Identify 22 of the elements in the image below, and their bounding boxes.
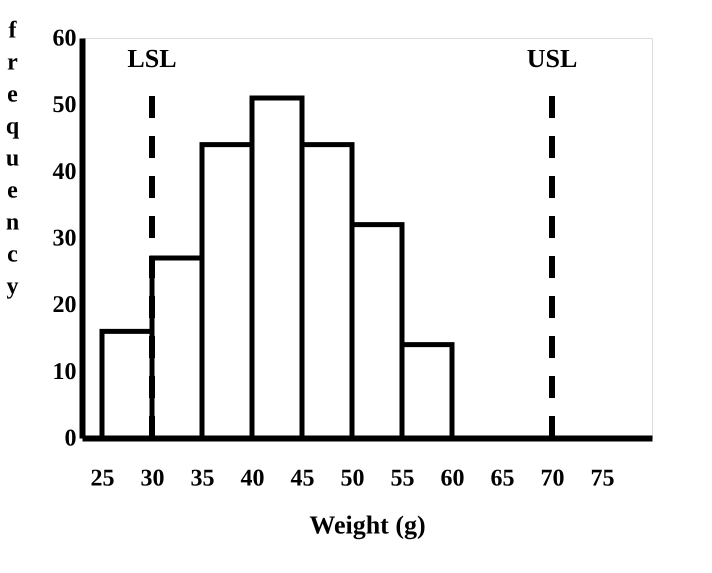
x-tick-label: 25 — [90, 466, 114, 492]
x-tick-label: 50 — [340, 466, 364, 492]
x-tick-label: 45 — [290, 466, 314, 492]
x-tick-label: 65 — [490, 466, 514, 492]
y-tick-label: 20 — [52, 292, 76, 318]
text: frequency — [6, 18, 20, 300]
x-tick-label: 60 — [440, 466, 464, 492]
ref-line-label: LSL — [127, 44, 177, 73]
x-tick-label: 55 — [390, 466, 414, 492]
x-tick-label: 70 — [540, 466, 564, 492]
x-tick-label: 30 — [140, 466, 164, 492]
ref-line-label: USL — [526, 44, 578, 73]
y-tick-label: 50 — [52, 92, 76, 118]
x-tick-label: 40 — [240, 466, 264, 492]
y-tick-label: 30 — [52, 226, 76, 252]
y-tick-label: 40 — [52, 158, 76, 185]
y-tick-label: 0 — [64, 426, 76, 452]
x-tick-label: 75 — [590, 466, 614, 492]
x-tick-label: 35 — [190, 466, 214, 492]
y-tick-label: 60 — [52, 26, 76, 52]
y-tick-label: 10 — [52, 358, 76, 385]
x-axis-title: Weight (g) — [309, 510, 426, 540]
